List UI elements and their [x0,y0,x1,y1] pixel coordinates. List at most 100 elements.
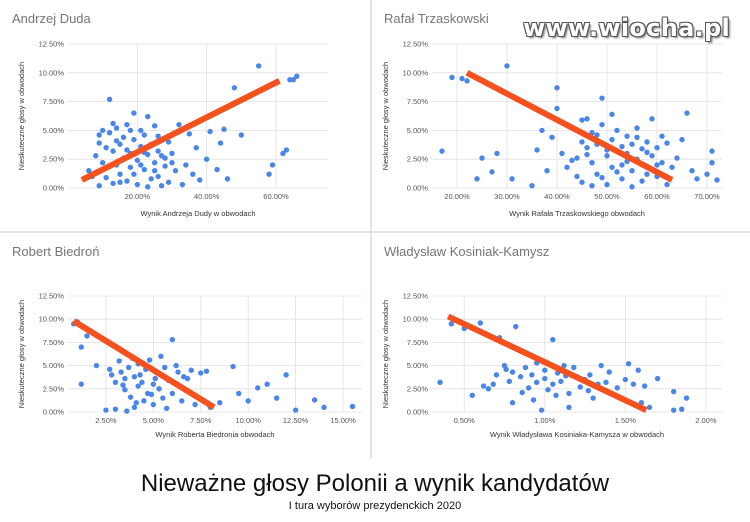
data-point [485,386,492,392]
data-point [118,369,124,375]
data-point [110,120,116,127]
chart-title: Robert Biedroń [12,244,100,259]
data-point [561,362,567,369]
chart-panel-duda: Andrzej Duda 0.00% 2.50% 5.00% 7.50% 10.00% 1… [0,0,370,231]
data-point [649,116,655,122]
data-point [294,73,300,79]
data-point [584,116,590,122]
data-point [599,121,605,128]
data-point [464,78,470,84]
data-point [139,379,145,386]
data-point [669,164,675,170]
data-point [131,171,137,177]
data-point [545,387,551,393]
data-point [176,121,182,128]
data-point [599,95,605,101]
scatter-chart-trzaskowski: 0.00% 2.50% 5.00% 7.50% 10.00% 12.50% 20.00% 30… [381,40,722,218]
data-point [110,148,116,154]
data-point [649,153,655,159]
y-tick-label: 0.00% [43,408,65,417]
y-tick-label: 12.50% [403,292,429,301]
data-point [646,404,653,411]
data-point [179,398,185,404]
scatter-chart-biedron: 0.00% 2.50% 5.00% 7.50% 10.00% 12.50% 2.50% 5.0… [17,292,362,439]
data-point [93,362,100,369]
x-tick-label: 20.00% [125,192,151,201]
data-point [217,140,224,146]
x-tick-label: 20.00% [444,192,470,201]
data-point [137,372,143,378]
y-tick-label: 0.00% [407,184,429,193]
data-point [122,375,128,382]
data-point [162,364,168,371]
chart-title: Rafał Trzaskowski [384,11,489,26]
data-point [625,361,632,367]
x-tick-label: 12.50% [283,416,309,425]
y-axis-title: Nieskuteczne głosy w obwodach [381,62,390,170]
data-point [283,372,289,378]
data-point [614,385,620,391]
y-tick-label: 2.50% [43,384,65,393]
data-point [84,333,90,339]
data-point [146,357,153,363]
trend-line [80,78,281,183]
data-point [587,372,593,378]
data-point [138,162,144,168]
y-tick-label: 5.00% [43,126,65,135]
data-point [117,171,123,177]
chart-title: Andrzej Duda [12,11,91,26]
data-point [589,182,595,189]
data-point [193,144,199,151]
data-point [96,132,102,138]
data-point [579,179,585,185]
data-point [603,379,609,386]
data-point [574,155,580,161]
data-point [614,127,620,134]
y-tick-label: 7.50% [407,338,429,347]
data-point [448,321,455,327]
data-point [163,405,170,411]
data-point [86,168,92,174]
data-point [96,182,102,189]
data-point [539,127,545,134]
data-point [534,379,540,386]
data-point [530,397,537,403]
data-point [659,133,665,139]
data-point [110,180,116,187]
data-point [609,164,615,170]
data-point [598,362,604,369]
data-point [151,159,158,166]
data-point [714,177,720,183]
data-point [479,155,485,161]
data-point [585,387,591,394]
data-point [190,171,196,177]
data-point [542,367,548,373]
y-axis-title: Nieskuteczne głosy w obwodach [17,62,26,170]
data-point [280,150,286,157]
data-point [151,123,158,129]
data-point [172,168,179,174]
data-point [198,370,204,376]
data-point [609,111,615,117]
data-point [254,385,261,391]
trend-line [446,313,648,413]
data-point [490,381,496,387]
data-point [629,141,635,147]
data-point [186,131,193,137]
y-tick-label: 12.50% [403,40,429,49]
x-axis-title: Wynik Rafała Trzaskowskiego obwodach [509,209,645,218]
x-tick-label: 15.00% [330,416,356,425]
data-point [158,353,164,360]
data-point [641,383,648,389]
data-point [629,184,635,190]
data-point [664,140,670,146]
data-point [273,395,280,401]
data-point [606,369,612,375]
data-point [108,372,115,378]
data-point [141,166,147,173]
data-point [549,134,555,141]
data-point [624,133,630,139]
data-point [577,384,583,390]
data-point [125,364,132,371]
data-point [584,151,590,158]
